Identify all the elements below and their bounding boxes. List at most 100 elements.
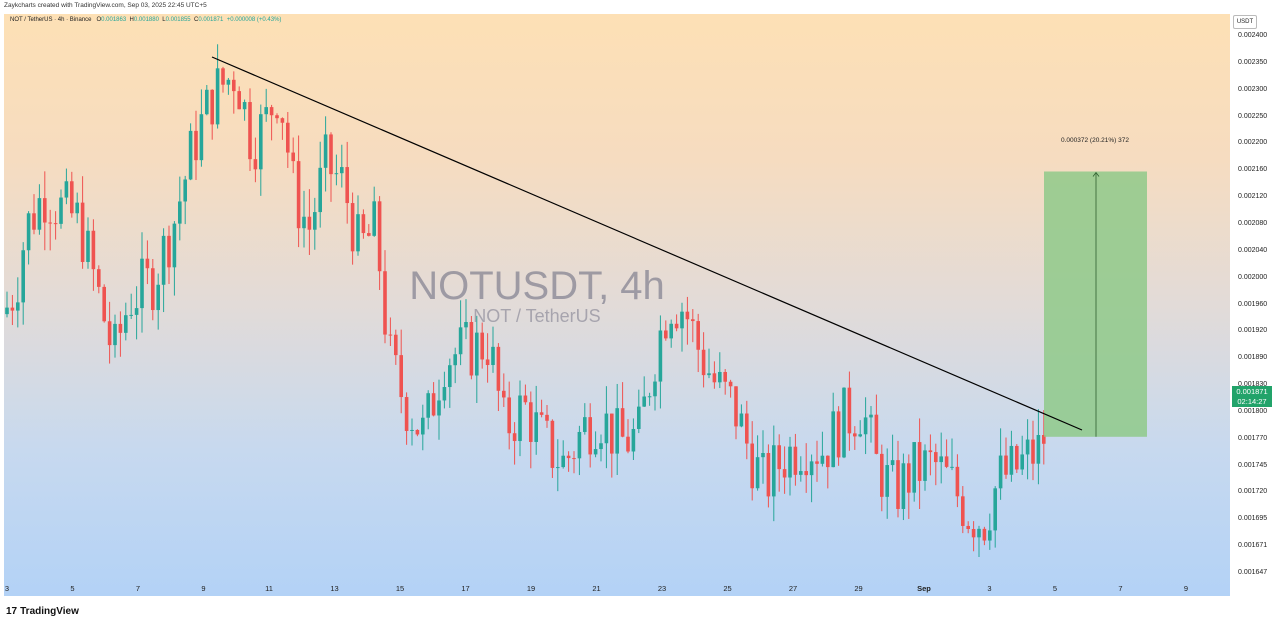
candle-body	[512, 433, 517, 442]
candle-body	[831, 411, 835, 468]
candle-body	[772, 445, 776, 497]
candle-body	[896, 460, 900, 509]
price-axis-label: 0.002160	[1238, 166, 1268, 174]
price-axis-label: 0.001830	[1238, 381, 1268, 389]
candle-body	[5, 307, 9, 315]
price-axis-label: 0.001745	[1238, 461, 1268, 469]
candle-body	[199, 114, 204, 161]
candle-body	[826, 455, 830, 468]
candle-body	[431, 393, 436, 416]
candle-body	[259, 114, 263, 170]
candle-body	[340, 167, 344, 174]
candle-body	[1009, 445, 1014, 475]
currency-selector[interactable]: USDT	[1233, 15, 1257, 29]
candle-body	[475, 332, 479, 376]
time-axis-label: 21	[592, 584, 601, 593]
price-axis-label: 0.002080	[1238, 219, 1268, 227]
time-axis-label: 3	[4, 584, 10, 593]
price-axis-label: 0.001671	[1238, 542, 1268, 550]
time-axis-label: 5	[70, 584, 75, 593]
candle-body	[561, 455, 565, 468]
candle-body	[318, 167, 322, 213]
current-price: 0.001871	[1236, 387, 1268, 396]
candle-body	[291, 152, 295, 162]
target-measure-box[interactable]	[1044, 171, 1147, 437]
candle-body	[161, 235, 166, 285]
candle-body	[1042, 435, 1046, 444]
candle-body	[151, 268, 155, 311]
time-axis-label: 25	[723, 584, 732, 593]
candle-body	[593, 449, 598, 455]
time-axis[interactable]: 3 5 7 9 11 13 15 17 19 21 23 25 27 29 Sep 3 5 7 9	[4, 580, 1230, 596]
candle-body	[950, 466, 954, 468]
price-axis-label: 0.002400	[1238, 32, 1268, 39]
legend-close-label: C	[193, 17, 199, 23]
candle-body	[669, 323, 673, 339]
candle-body	[442, 387, 447, 401]
candle-body	[674, 323, 679, 329]
candle-body	[874, 414, 879, 454]
candle-body	[944, 456, 949, 467]
candle-body	[788, 446, 792, 478]
candle-body	[880, 453, 884, 497]
candle-body	[993, 488, 997, 531]
candle-body	[907, 463, 911, 493]
candle-body	[377, 201, 382, 272]
time-axis-label: 15	[395, 584, 405, 593]
price-axis-label: 0.002200	[1238, 139, 1268, 147]
time-axis-label: 23	[657, 584, 667, 593]
candle-body	[237, 91, 241, 110]
candle-body	[102, 286, 106, 322]
candle-body	[588, 417, 592, 455]
candle-body	[194, 130, 198, 161]
candle-body	[334, 173, 339, 175]
candle-body	[221, 68, 225, 85]
candle-body	[21, 250, 25, 303]
candle-body	[329, 134, 333, 175]
candlestick-chart[interactable]	[4, 14, 1230, 596]
candle-body	[75, 202, 79, 214]
candle-body	[205, 89, 209, 115]
candle-body	[604, 413, 609, 444]
candle-body	[421, 417, 425, 435]
candle-body	[928, 450, 933, 453]
candle-body	[97, 269, 101, 287]
candle-body	[977, 528, 981, 538]
tradingview-logo[interactable]: 17 TradingView	[6, 606, 79, 617]
candle-body	[43, 198, 47, 223]
candle-body	[728, 381, 733, 387]
candle-body	[145, 258, 150, 269]
price-axis-label: 0.001770	[1238, 434, 1268, 442]
candle-body	[955, 466, 960, 497]
candle-body	[215, 68, 220, 125]
candle-body	[550, 420, 555, 468]
time-axis-label: 13	[330, 584, 339, 593]
descending-trendline[interactable]	[211, 56, 1083, 431]
candle-body	[745, 413, 749, 444]
candle-body	[64, 181, 69, 198]
candle-body	[939, 456, 943, 463]
time-axis-label: 19	[526, 584, 536, 593]
price-axis-label: 0.001960	[1238, 300, 1268, 308]
candle-body	[361, 214, 366, 234]
price-axis-label: 0.002300	[1238, 85, 1268, 93]
candle-body	[323, 134, 328, 168]
chart-pane[interactable]: NOTUSDT, 4h NOT / TetherUS NOT / TetherU…	[4, 14, 1230, 596]
candle-body	[32, 213, 36, 230]
time-axis-label: 11	[265, 584, 273, 593]
candle-body	[178, 201, 182, 224]
candle-body	[183, 179, 187, 202]
candle-body	[572, 458, 576, 460]
candle-body	[453, 354, 457, 366]
candle-body	[269, 107, 274, 116]
candle-body	[188, 130, 193, 180]
price-axis[interactable]: 0.002400 0.002350 0.002300 0.002250 0.002200…	[1230, 14, 1280, 596]
candle-body	[80, 202, 85, 262]
candle-body	[1015, 445, 1019, 470]
candle-body	[156, 284, 160, 311]
candle-body	[134, 308, 139, 315]
candle-body	[59, 197, 63, 224]
chart-credit: Zaykcharts created with TradingView.com,…	[4, 2, 207, 9]
candle-body	[734, 386, 738, 427]
candle-body	[755, 457, 760, 489]
